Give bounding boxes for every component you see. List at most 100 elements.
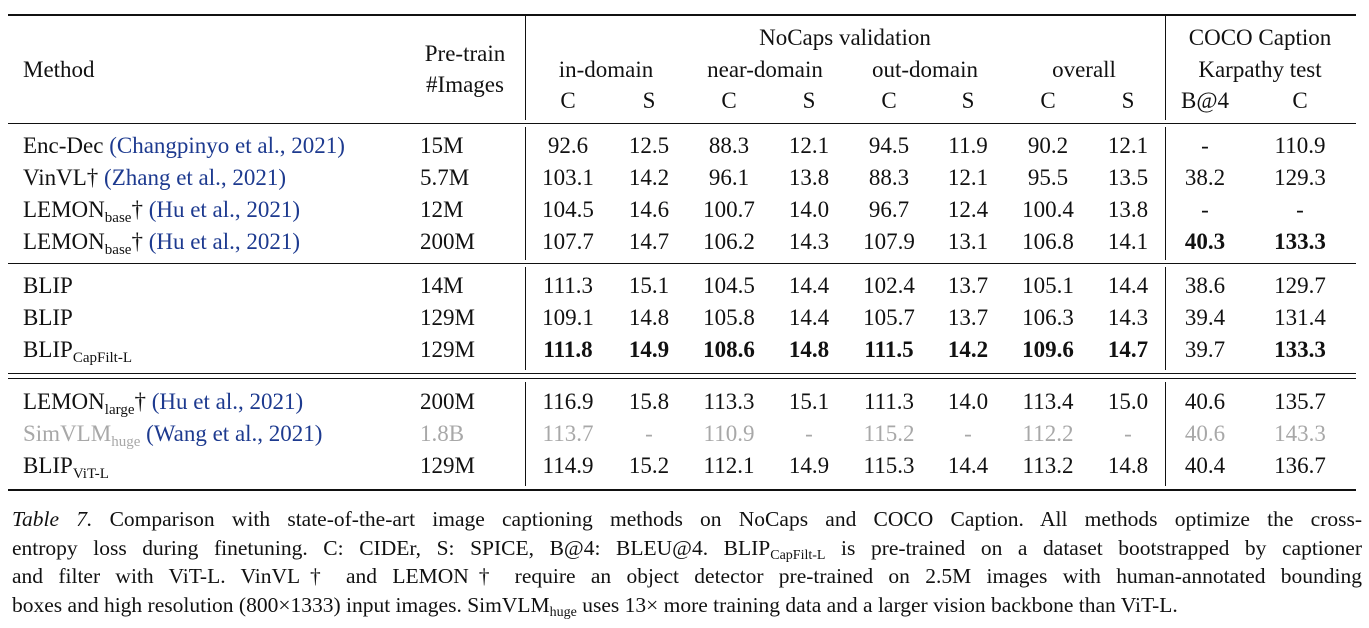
method-name: BLIP: [23, 305, 73, 330]
value-cell: 14.0: [947, 389, 989, 414]
header-sub-8: B@4: [1180, 88, 1230, 113]
value-cell: 103.1: [542, 165, 594, 190]
method-subscript: huge: [111, 434, 141, 450]
value-cell: 15.0: [1107, 389, 1149, 414]
value-cell: 14.9: [628, 337, 670, 362]
value-cell: 105.8: [703, 305, 755, 330]
results-table: Method Pre-train #Images NoCaps validati…: [8, 14, 1356, 491]
value-cell: 133.3: [1274, 337, 1326, 362]
value-cell: 12.1: [947, 165, 989, 190]
header-rule: [8, 123, 1356, 124]
value-cell: 14.8: [788, 337, 830, 362]
value-cell: 100.4: [1022, 197, 1074, 222]
value-cell: 14.0: [788, 197, 830, 222]
header-sub-0: C: [560, 88, 576, 113]
value-cell: 38.2: [1184, 165, 1226, 190]
value-cell: 116.9: [542, 389, 594, 414]
citation-link: (Hu et al., 2021): [148, 197, 301, 222]
value-cell: 96.7: [868, 197, 910, 222]
value-cell: 92.6: [547, 133, 589, 158]
value-cell: 14.3: [788, 229, 830, 254]
value-cell: 94.5: [868, 133, 910, 158]
value-cell: 14.2: [628, 165, 670, 190]
method-cell: BLIP: [23, 272, 73, 300]
method-subscript: CapFilt-L: [72, 350, 133, 366]
value-cell: 105.7: [863, 305, 915, 330]
value-cell: 112.2: [1022, 421, 1074, 446]
header-group-2: out-domain: [871, 57, 979, 82]
header-sub-5: S: [961, 88, 975, 113]
pretrain-images: 14M: [420, 273, 464, 298]
header-nocaps: NoCaps validation: [759, 25, 931, 50]
method-subscript: base: [104, 242, 132, 258]
header-group-1: near-domain: [707, 57, 823, 82]
header-sub-2: C: [721, 88, 737, 113]
value-cell: 40.3: [1184, 229, 1226, 254]
value-cell: -: [1296, 197, 1304, 222]
bottom-rule: [8, 489, 1356, 491]
pretrain-images: 5.7M: [420, 165, 470, 190]
caption-line-3: and filter with ViT-L. VinVL† and LEMON†…: [12, 564, 1362, 588]
caption-line-1: Table 7. Comparison with state-of-the-ar…: [12, 507, 1362, 531]
divider-coco: [1165, 127, 1166, 260]
value-cell: 113.7: [542, 421, 594, 446]
method-cell: VinVL† (Zhang et al., 2021): [23, 164, 286, 192]
value-cell: 13.5: [1107, 165, 1149, 190]
divider-method: [525, 16, 526, 120]
value-cell: 100.7: [703, 197, 755, 222]
value-cell: 14.6: [628, 197, 670, 222]
value-cell: 111.5: [864, 337, 914, 362]
header-sub-9: C: [1292, 88, 1308, 113]
value-cell: 113.3: [703, 389, 755, 414]
value-cell: 40.6: [1184, 421, 1226, 446]
value-cell: 40.4: [1184, 453, 1226, 478]
method-subscript: ViT-L: [72, 466, 109, 482]
value-cell: 12.4: [947, 197, 989, 222]
pretrain-images: 129M: [420, 305, 475, 330]
method-name: LEMON: [23, 229, 105, 254]
value-cell: 88.3: [708, 133, 750, 158]
value-cell: 40.6: [1184, 389, 1226, 414]
value-cell: 14.9: [788, 453, 830, 478]
value-cell: 15.1: [788, 389, 830, 414]
method-name: LEMON: [23, 197, 105, 222]
value-cell: 111.3: [863, 389, 915, 414]
header-coco-1: COCO Caption: [1188, 25, 1332, 50]
value-cell: 104.5: [703, 273, 755, 298]
header-group-0: in-domain: [558, 57, 654, 82]
pretrain-images: 200M: [420, 389, 475, 414]
value-cell: 14.7: [628, 229, 670, 254]
value-cell: 13.8: [1107, 197, 1149, 222]
dagger-mark: †: [131, 229, 143, 254]
value-cell: 113.4: [1022, 389, 1074, 414]
value-cell: 112.1: [703, 453, 755, 478]
method-cell: Enc-Dec (Changpinyo et al., 2021): [23, 132, 345, 160]
divider-method: [525, 127, 526, 260]
method-subscript: base: [104, 210, 132, 226]
value-cell: 111.8: [543, 337, 593, 362]
pretrain-images: 129M: [420, 453, 475, 478]
dagger-mark: †: [86, 165, 99, 190]
value-cell: 131.4: [1274, 305, 1326, 330]
value-cell: -: [1201, 133, 1209, 158]
value-cell: 129.7: [1274, 273, 1326, 298]
caption-line-4: boxes and high resolution (800×1333) inp…: [12, 592, 1178, 620]
value-cell: 14.4: [947, 453, 989, 478]
value-cell: 13.7: [947, 273, 989, 298]
value-cell: 38.6: [1184, 273, 1226, 298]
value-cell: 12.1: [788, 133, 830, 158]
value-cell: 14.4: [1107, 273, 1149, 298]
value-cell: 13.1: [947, 229, 989, 254]
method-cell: SimVLMhuge (Wang et al., 2021): [23, 420, 323, 450]
value-cell: 14.4: [788, 273, 830, 298]
value-cell: 14.4: [788, 305, 830, 330]
divider-coco: [1165, 267, 1166, 370]
method-subscript: large: [104, 402, 135, 418]
method-cell: BLIPViT-L: [23, 452, 109, 482]
dagger-mark: †: [131, 197, 143, 222]
value-cell: 105.1: [1022, 273, 1074, 298]
header-sub-4: C: [881, 88, 897, 113]
citation-link: (Hu et al., 2021): [151, 389, 304, 414]
method-cell: LEMONbase† (Hu et al., 2021): [23, 228, 300, 258]
citation-link: (Wang et al., 2021): [146, 421, 323, 446]
